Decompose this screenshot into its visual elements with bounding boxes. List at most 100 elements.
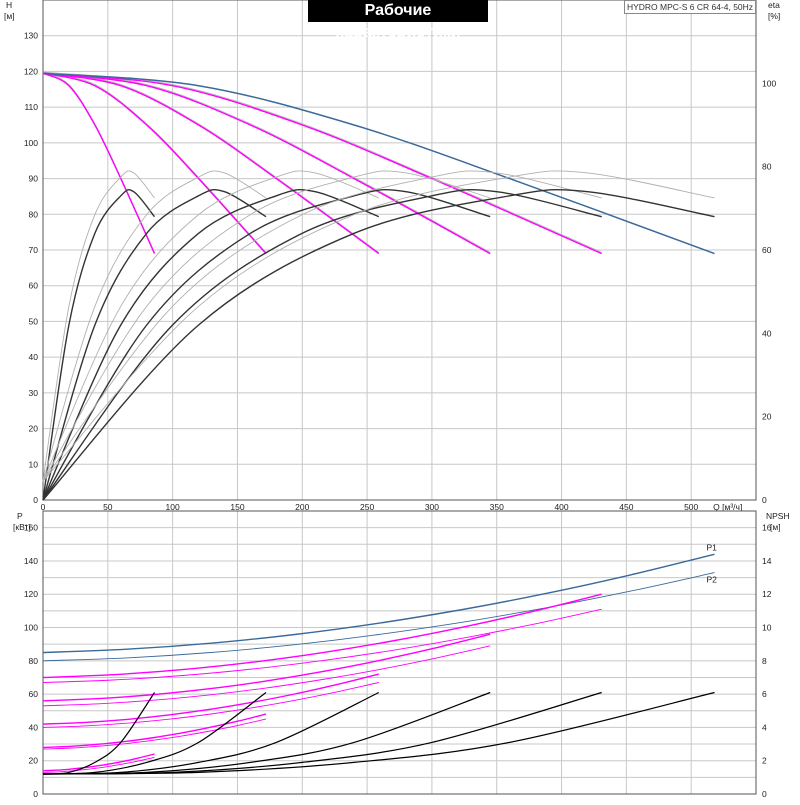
head-curve-pumps-3 [42,72,380,255]
eta-curve-thin [42,170,715,482]
npsh-tick-label-right: 14 [762,556,772,566]
y-axis-label-left-unit: [м] [4,11,15,21]
p-tick-label-left: 140 [24,556,38,566]
p1-curve-pumps-3 [42,673,379,725]
npsh-curve-pumps-5 [42,691,602,775]
npsh-curve-pumps-6 [42,691,715,775]
eta-curve-thin [42,170,267,482]
eta-curve-pumps-6 [42,188,715,501]
p2-curve-pumps-1 [42,756,155,773]
npsh-curve-pumps-1 [42,692,155,775]
p1-curve-pumps-1 [42,753,155,772]
eta-curve-pumps-3 [42,188,380,501]
p1-curve-pumps-2 [42,713,267,749]
npsh-tick-label-right: 8 [762,656,767,666]
npsh-tick-label-right: 0 [762,789,767,799]
p2-curve-pumps-4 [42,645,491,707]
y-tick-label-left: 90 [29,174,39,184]
y-tick-label-right: 0 [762,495,767,505]
y-tick-label-left: 100 [24,138,38,148]
y-tick-label-left: 120 [24,66,38,76]
y-tick-label-left: 30 [29,388,39,398]
p2-curve-pumps-6 [42,572,715,662]
head-curve-pumps-4 [42,72,491,255]
x-tick-label: 150 [230,502,244,512]
eta-curve-thin [42,170,491,482]
npsh-curve-pumps-4 [42,691,491,775]
head-curve-thin [42,71,380,253]
x-tick-label: 300 [425,502,439,512]
x-tick-label: 350 [490,502,504,512]
x-tick-label: 100 [166,502,180,512]
head-curve-pumps-5 [42,72,602,255]
p2-label: P2 [707,575,718,585]
plot-frame-top [42,0,757,501]
eta-curve-pumps-1 [42,188,156,501]
y-tick-label-left: 0 [33,495,38,505]
head-curve-thin [42,71,267,253]
eta-curve-thin [42,170,602,482]
npsh-tick-label-right: 6 [762,689,767,699]
p-tick-label-left: 60 [29,689,39,699]
p-tick-label-left: 80 [29,656,39,666]
y-tick-label-left: 130 [24,31,38,41]
y-tick-label-left: 20 [29,424,39,434]
x-tick-label: 200 [295,502,309,512]
p1-label: P1 [707,542,718,552]
head-curve-thin [42,71,491,253]
y-tick-label-left: 80 [29,209,39,219]
eta-curve-thin [42,170,155,482]
y-tick-label-right: 100 [762,78,776,88]
y-tick-label-right: 20 [762,412,772,422]
p2-curve-pumps-2 [42,718,267,750]
eta-curve-pumps-5 [42,188,602,501]
npsh-curve-pumps-3 [42,691,380,775]
npsh-tick-label-right: 10 [762,623,772,633]
npsh-axis-label: NPSH [766,511,790,521]
x-tick-label: 500 [684,502,698,512]
y-tick-label-left: 10 [29,459,39,469]
p-tick-label-left: 40 [29,722,39,732]
p-tick-label-left: 120 [24,589,38,599]
y-tick-label-left: 40 [29,352,39,362]
npsh-axis-label-unit: [м] [770,522,781,532]
y-tick-label-right: 80 [762,162,772,172]
y-tick-label-left: 50 [29,316,39,326]
p1-curve-pumps-6 [42,553,715,654]
p2-curve-pumps-3 [42,682,379,728]
p1-curve-pumps-5 [42,593,602,679]
y-tick-label-left: 60 [29,281,39,291]
npsh-tick-label-right: 16 [762,523,772,533]
p-axis-label-unit: [кВт] [13,522,31,532]
x-tick-label: 0 [41,502,46,512]
y-tick-label-right: 60 [762,245,772,255]
p-tick-label-left: 100 [24,623,38,633]
eta-curve-thin [42,170,379,482]
head-curve-envelope [42,72,715,255]
y-axis-label-right: eta [768,0,780,10]
model-label: HYDRO MPC-S 6 CR 64-4, 50Hz [624,0,756,14]
p1-curve-pumps-4 [42,633,491,702]
p-tick-label-left: 0 [33,789,38,799]
y-axis-label-right-unit: [%] [768,11,780,21]
p-axis-label: P [17,511,23,521]
head-curve-pumps-1 [42,72,156,254]
npsh-tick-label-right: 12 [762,589,772,599]
x-tick-label: 400 [554,502,568,512]
head-curve-pumps-2 [42,72,267,255]
plot-frame-bottom [42,510,757,795]
eta-curve-pumps-4 [42,188,491,501]
chart-title: Рабочие характеристики [308,0,488,41]
y-axis-label-left: H [6,0,12,10]
npsh-tick-label-right: 4 [762,722,767,732]
x-axis-label: Q [м³/ч] [713,502,742,512]
eta-curve-pumps-2 [42,188,267,501]
x-tick-label: 50 [103,502,113,512]
p-tick-label-left: 20 [29,756,39,766]
npsh-tick-label-right: 2 [762,756,767,766]
p2-curve-pumps-5 [42,608,602,683]
y-tick-label-right: 40 [762,328,772,338]
y-tick-label-left: 70 [29,245,39,255]
